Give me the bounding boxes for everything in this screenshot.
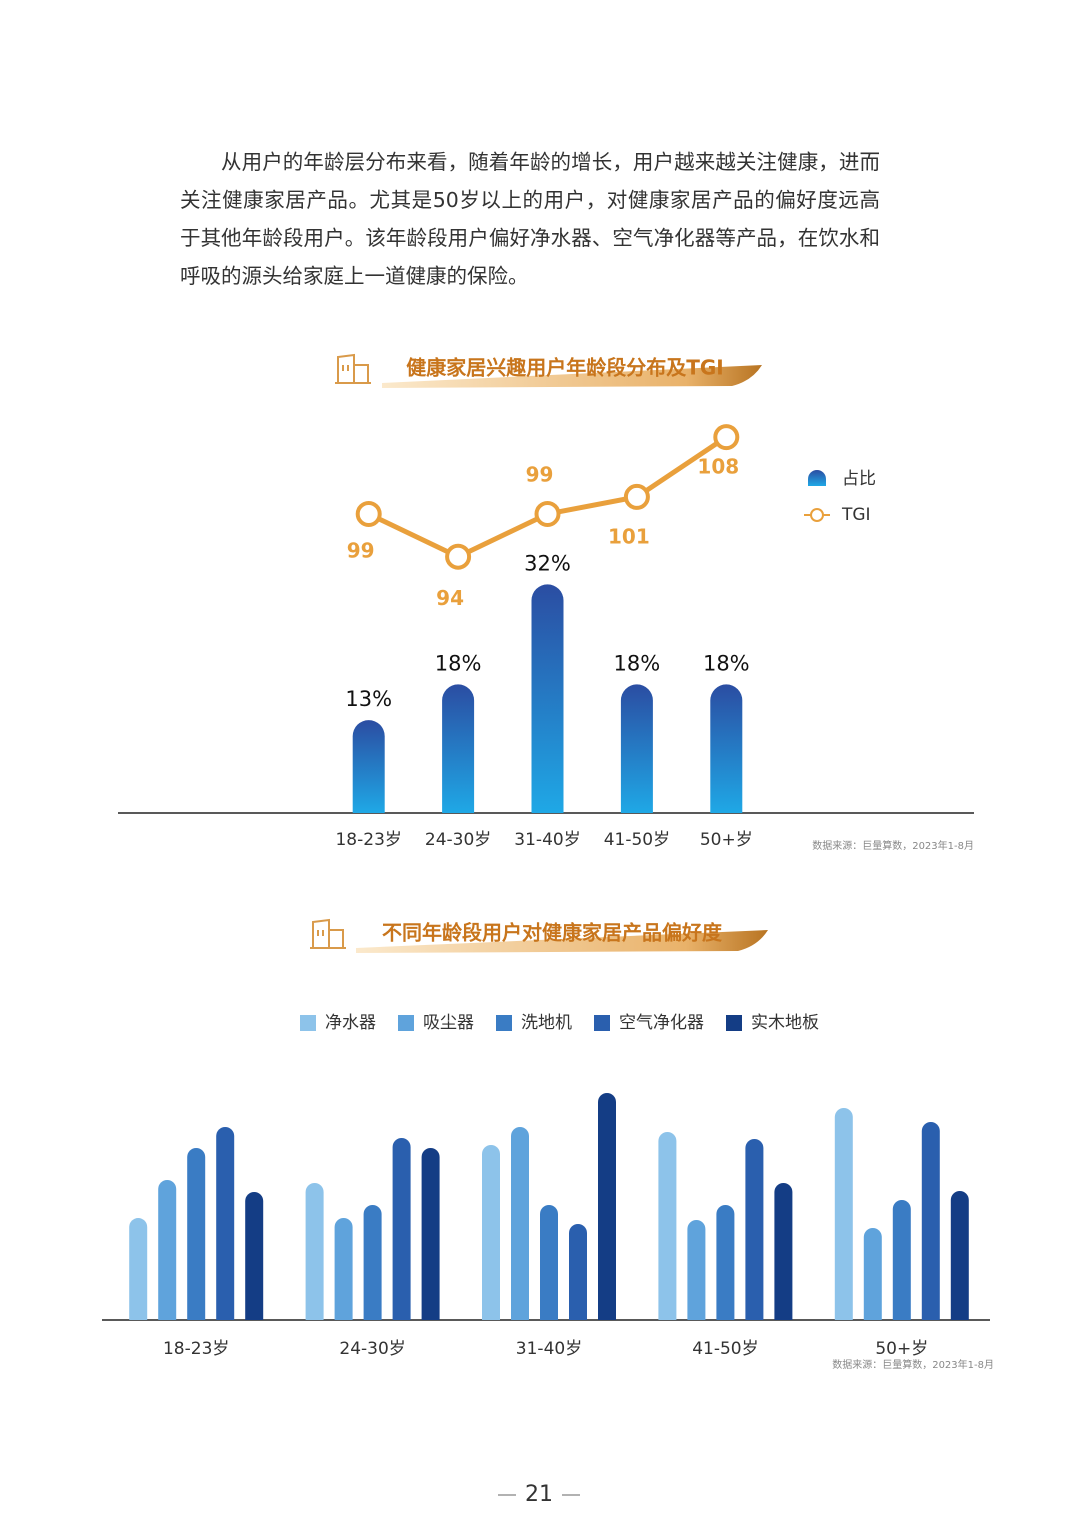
x-tick-label: 18-23岁 — [163, 1339, 229, 1359]
legend-swatch — [810, 508, 824, 522]
data-label: 18% — [703, 651, 750, 675]
bar — [620, 684, 653, 813]
source-note: 数据来源：巨量算数，2023年1-8月 — [812, 839, 974, 852]
legend-label: 吸尘器 — [423, 1013, 474, 1033]
bar — [540, 1205, 558, 1320]
source-note: 数据来源：巨量算数，2023年1-8月 — [832, 1358, 994, 1371]
data-label: 32% — [524, 551, 571, 575]
bar — [245, 1192, 264, 1320]
legend-label: 净水器 — [325, 1013, 376, 1033]
legend-swatch — [726, 1015, 742, 1031]
bar — [187, 1148, 206, 1320]
legend-label: 占比 — [842, 469, 876, 489]
line-marker — [355, 500, 382, 527]
title-swoosh — [356, 930, 768, 953]
legend-label: 空气净化器 — [619, 1013, 704, 1033]
bar — [687, 1220, 706, 1320]
bar — [531, 584, 564, 813]
legend-label: 实木地板 — [751, 1013, 819, 1033]
bar — [305, 1183, 324, 1320]
chart-title: 健康家居兴趣用户年龄段分布及TGI — [406, 356, 724, 380]
bar — [774, 1183, 793, 1320]
x-tick-label: 41-50岁 — [604, 830, 670, 850]
bar — [511, 1127, 529, 1320]
bar — [216, 1127, 235, 1320]
x-tick-label: 18-23岁 — [335, 830, 401, 850]
line-marker — [445, 543, 472, 570]
data-label: 99 — [347, 538, 375, 562]
bar — [834, 1108, 853, 1320]
bar — [716, 1205, 735, 1320]
bar — [352, 720, 385, 813]
legend-label: 洗地机 — [521, 1013, 572, 1033]
x-tick-label: 41-50岁 — [692, 1339, 758, 1359]
bar — [892, 1200, 911, 1320]
data-label: 108 — [697, 455, 739, 479]
bar — [921, 1122, 940, 1320]
title-icon — [335, 353, 371, 384]
line-marker — [713, 424, 740, 451]
title-swoosh — [382, 365, 762, 388]
x-tick-label: 31-40岁 — [514, 830, 580, 850]
data-label: 13% — [345, 687, 392, 711]
x-tick-label: 24-30岁 — [425, 830, 491, 850]
bar — [334, 1218, 353, 1320]
bar — [950, 1191, 969, 1320]
bar — [442, 684, 475, 813]
paragraph: 从用户的年龄层分布来看，随着年龄的增长，用户越来越关注健康，进而关注健康家居产品… — [180, 150, 880, 288]
legend-swatch — [398, 1015, 414, 1031]
data-label: 99 — [526, 462, 554, 486]
bar — [158, 1180, 177, 1320]
legend-label: TGI — [841, 505, 871, 525]
page-number: 21 — [525, 1482, 553, 1507]
bar — [598, 1093, 616, 1320]
data-label: 18% — [614, 651, 661, 675]
legend-swatch — [808, 470, 826, 486]
bar — [710, 684, 743, 813]
x-tick-label: 50+岁 — [700, 830, 753, 850]
bar — [745, 1139, 764, 1320]
x-tick-label: 31-40岁 — [516, 1339, 582, 1359]
bar — [569, 1224, 587, 1320]
legend-swatch — [594, 1015, 610, 1031]
bar — [482, 1145, 500, 1320]
line-marker — [534, 500, 561, 527]
chart-title: 不同年龄段用户对健康家居产品偏好度 — [382, 921, 723, 945]
bar — [392, 1138, 411, 1320]
bar — [363, 1205, 382, 1320]
title-icon — [310, 918, 346, 949]
x-tick-label: 24-30岁 — [339, 1339, 405, 1359]
legend-swatch — [300, 1015, 316, 1031]
line — [367, 435, 728, 560]
bar — [421, 1148, 440, 1320]
data-label: 94 — [436, 586, 464, 610]
data-label: 18% — [435, 651, 482, 675]
legend-swatch — [496, 1015, 512, 1031]
data-label: 101 — [608, 524, 650, 548]
bar — [863, 1228, 882, 1320]
bar — [658, 1132, 677, 1320]
line-marker — [623, 483, 650, 510]
bar — [129, 1218, 148, 1320]
x-tick-label: 50+岁 — [875, 1339, 928, 1359]
